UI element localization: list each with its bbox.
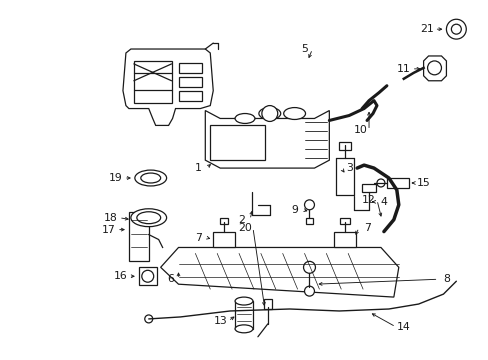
Text: 11: 11 xyxy=(396,64,410,74)
Circle shape xyxy=(144,315,152,323)
Bar xyxy=(139,267,156,285)
Bar xyxy=(235,301,252,329)
Text: 18: 18 xyxy=(104,213,118,223)
Text: 20: 20 xyxy=(238,222,251,233)
Text: 6: 6 xyxy=(167,274,174,284)
Text: 5: 5 xyxy=(301,44,307,54)
Text: 19: 19 xyxy=(109,173,122,183)
Ellipse shape xyxy=(258,108,280,120)
Bar xyxy=(178,77,202,87)
Polygon shape xyxy=(423,56,446,81)
Circle shape xyxy=(142,270,153,282)
Circle shape xyxy=(450,24,460,34)
Ellipse shape xyxy=(131,209,166,227)
Ellipse shape xyxy=(235,113,254,123)
Polygon shape xyxy=(161,247,398,297)
Circle shape xyxy=(304,286,314,296)
Text: 9: 9 xyxy=(290,205,298,215)
Circle shape xyxy=(262,105,277,121)
Bar xyxy=(178,63,202,73)
Bar xyxy=(305,218,313,224)
Text: 12: 12 xyxy=(362,195,375,205)
Text: 17: 17 xyxy=(102,225,116,235)
Bar xyxy=(129,212,148,261)
Bar xyxy=(339,142,350,150)
Text: 15: 15 xyxy=(416,178,429,188)
Text: 10: 10 xyxy=(353,125,367,135)
Text: 2: 2 xyxy=(238,215,245,225)
Polygon shape xyxy=(205,111,328,168)
Circle shape xyxy=(427,61,441,75)
Bar xyxy=(264,299,271,309)
Ellipse shape xyxy=(235,297,252,305)
Text: 14: 14 xyxy=(396,322,410,332)
Bar xyxy=(134,61,171,103)
Bar xyxy=(340,218,349,224)
Ellipse shape xyxy=(135,170,166,186)
Text: 8: 8 xyxy=(442,274,449,284)
Circle shape xyxy=(303,261,315,273)
Ellipse shape xyxy=(141,173,161,183)
Polygon shape xyxy=(122,49,213,125)
Text: 7: 7 xyxy=(363,222,370,233)
Text: 4: 4 xyxy=(380,197,386,207)
Circle shape xyxy=(376,179,384,187)
Text: 3: 3 xyxy=(345,163,352,173)
Bar xyxy=(210,125,264,160)
Ellipse shape xyxy=(235,325,252,333)
Text: 1: 1 xyxy=(195,163,202,173)
Ellipse shape xyxy=(137,212,161,224)
Ellipse shape xyxy=(283,108,305,120)
Text: 21: 21 xyxy=(419,24,432,34)
Bar xyxy=(220,218,228,224)
Bar xyxy=(361,184,375,192)
Text: 16: 16 xyxy=(114,271,127,281)
Bar xyxy=(386,178,408,188)
Bar xyxy=(334,231,355,247)
Text: 7: 7 xyxy=(195,233,202,243)
Circle shape xyxy=(304,200,314,210)
Bar xyxy=(213,231,235,247)
Circle shape xyxy=(446,19,466,39)
Text: 13: 13 xyxy=(213,316,226,326)
Bar xyxy=(178,91,202,100)
